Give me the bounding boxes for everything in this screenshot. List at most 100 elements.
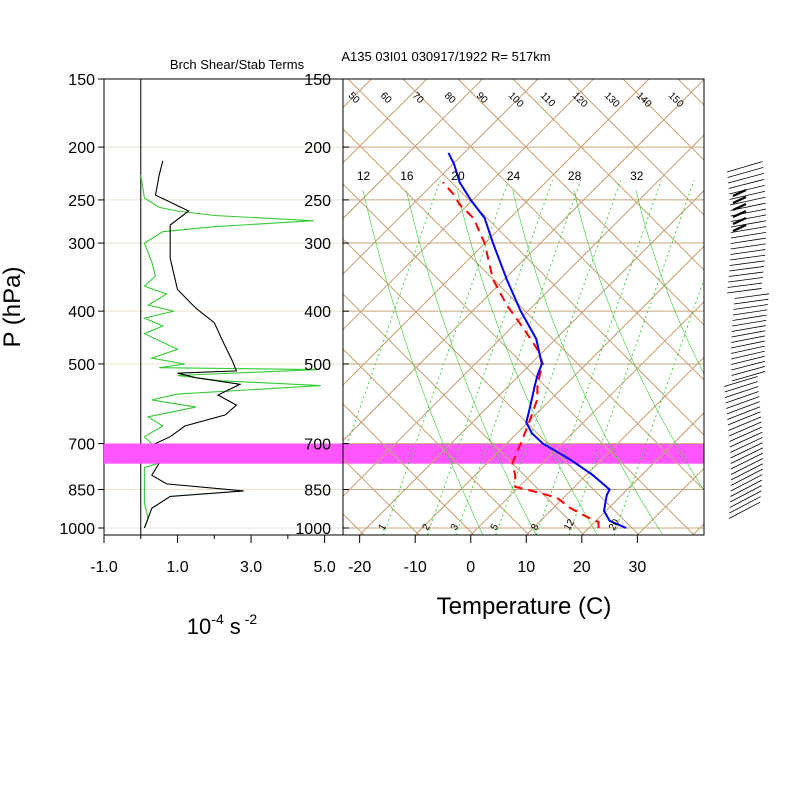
- mixing-ratio-bottom-labels: 1 2 3 5 8 12 20: [377, 517, 623, 533]
- moist-adiabat: [512, 190, 664, 535]
- y-tick-label: 700: [68, 437, 95, 454]
- x-tick-label: 1.0: [166, 559, 188, 576]
- y-tick-label: 400: [68, 304, 95, 321]
- wind-barb-flag: [732, 203, 747, 211]
- wind-barb-flag: [732, 189, 747, 197]
- x-label-exponent: -4: [211, 611, 224, 627]
- wind-barb: [730, 237, 766, 244]
- wind-barb: [729, 266, 765, 272]
- wind-barb: [728, 277, 763, 283]
- theta-label: 90: [474, 90, 490, 106]
- isotherm: [343, 79, 483, 220]
- left-x-axis-label: 10-4 s -2: [187, 611, 258, 639]
- wind-barb: [732, 319, 767, 327]
- y-tick-label: 1000: [59, 521, 95, 538]
- skew-t-y-tick-label: 700: [304, 437, 331, 454]
- dry-adiabat: [0, 79, 243, 579]
- mixing-ratio-line: [613, 278, 704, 535]
- moist-adiabat: [405, 190, 537, 535]
- isotherm: [359, 189, 704, 535]
- dry-adiabat: [343, 458, 420, 535]
- moist-adiabat: [573, 190, 704, 491]
- y-tick-label: 500: [68, 357, 95, 374]
- skew-t-y-ticks: 150 200 250 300 400 500 700 850 1000: [295, 72, 349, 538]
- x-label-base: 10: [187, 614, 211, 639]
- mixing-ratio-label: 28: [568, 169, 582, 183]
- dry-adiabat: [343, 293, 585, 535]
- wind-barb: [727, 411, 761, 426]
- shear-curve: [143, 160, 244, 529]
- wind-barb: [730, 350, 765, 360]
- dry-adiabat: [457, 79, 704, 326]
- isotherm: [581, 412, 704, 535]
- wind-barb: [727, 288, 762, 294]
- wind-barb: [730, 447, 763, 464]
- wind-barb: [727, 167, 764, 178]
- skew-t-x-tick-label: -10: [404, 559, 427, 576]
- wind-barb: [732, 309, 768, 316]
- moist-adiabat: [362, 190, 484, 535]
- temperature-profile: [447, 152, 627, 529]
- skew-t-y-tick-label: 850: [304, 483, 331, 500]
- wind-barb: [728, 416, 762, 431]
- wind-barb: [730, 243, 766, 250]
- dry-adiabat: [733, 79, 800, 579]
- wind-barb: [727, 406, 761, 420]
- wind-barb: [728, 179, 765, 189]
- dry-adiabat: [0, 79, 298, 579]
- wind-barb: [729, 190, 766, 200]
- dry-adiabat: [343, 238, 640, 535]
- x-label-unit-exponent: -2: [245, 611, 258, 627]
- wind-barb-flag: [732, 210, 747, 218]
- mixing-ratio-labels: 12 16 20 24 28 32: [357, 169, 644, 183]
- left-y-ticks: 150 200 250 300 400 500 700 850 1000: [59, 72, 104, 538]
- wind-barb: [731, 355, 765, 365]
- dry-adiabat: [347, 79, 704, 436]
- skew-t-x-tick-label: -20: [348, 559, 371, 576]
- mixing-ratio-bottom-label: 2: [420, 522, 433, 533]
- moist-adiabat: [457, 190, 598, 535]
- wind-barb: [730, 452, 764, 470]
- wind-barb: [725, 386, 759, 398]
- mixing-ratio-lines: [343, 180, 704, 535]
- wind-barb: [734, 293, 770, 299]
- y-axis-label: P (hPa): [0, 267, 26, 348]
- wind-barb: [731, 366, 766, 376]
- wind-barb: [728, 421, 762, 437]
- wind-barb: [729, 426, 762, 442]
- theta-label: 50: [346, 90, 362, 106]
- temperature-axis-label: Temperature (C): [437, 593, 612, 620]
- wind-barb: [730, 437, 763, 453]
- y-tick-label: 200: [68, 140, 95, 157]
- mixing-ratio-bottom-label: 1: [377, 522, 390, 533]
- wind-barbs: [724, 161, 770, 519]
- wind-barb: [729, 184, 765, 195]
- isotherm: [343, 79, 539, 275]
- isotherm: [343, 79, 650, 386]
- skew-t-y-tick-label: 200: [304, 140, 331, 157]
- theta-label: 100: [506, 90, 526, 110]
- theta-label: 120: [570, 90, 590, 110]
- theta-label: 150: [666, 90, 686, 110]
- wind-barb: [731, 371, 766, 382]
- wind-barb: [730, 214, 767, 222]
- wind-barb: [730, 345, 765, 354]
- x-tick-label: -1.0: [90, 559, 118, 576]
- wind-barb: [731, 325, 766, 332]
- mixing-ratio-label: 32: [630, 169, 644, 183]
- mixing-ratio-bottom-label: 20: [607, 517, 622, 533]
- wind-barb: [731, 335, 766, 343]
- wind-barb: [730, 474, 763, 492]
- skew-t-x-tick-label: 0: [466, 559, 475, 576]
- skew-t-y-tick-label: 1000: [295, 521, 331, 538]
- x-tick-label: 3.0: [240, 559, 262, 576]
- wind-barb: [730, 226, 767, 233]
- mixing-ratio-line: [535, 180, 662, 535]
- dry-adiabat: [788, 79, 800, 579]
- wind-barb: [732, 314, 767, 321]
- wind-barb: [730, 442, 763, 459]
- y-tick-label: 150: [68, 72, 95, 89]
- skew-t-x-tick-label: 20: [573, 559, 591, 576]
- skew-t-y-tick-label: 150: [304, 72, 331, 89]
- dry-adiabat: [402, 79, 704, 381]
